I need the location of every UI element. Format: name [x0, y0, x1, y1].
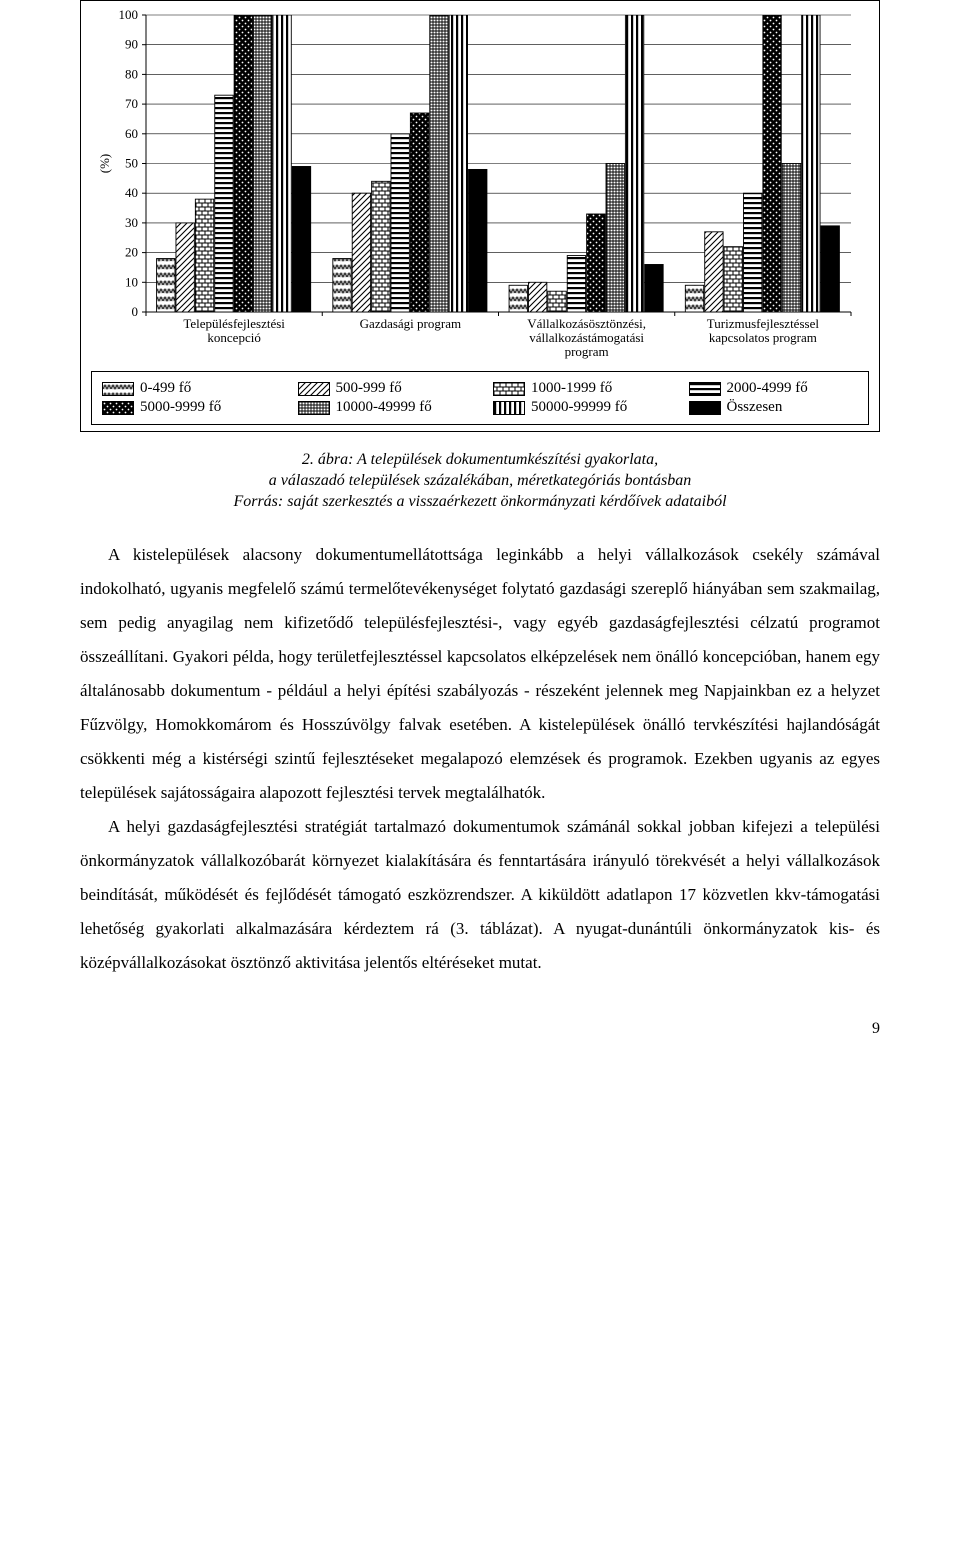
legend-swatch	[298, 401, 330, 415]
chart-legend: 0-499 fő 500-999 fő 1000-1999 fő 2000-4999 …	[91, 371, 869, 425]
legend-label: 1000-1999 fő	[531, 380, 612, 397]
legend-item: 1000-1999 fő	[493, 380, 663, 397]
legend-swatch	[102, 401, 134, 415]
svg-text:vállalkozástámogatási: vállalkozástámogatási	[529, 330, 644, 345]
svg-text:30: 30	[125, 215, 138, 230]
legend-label: 0-499 fő	[140, 380, 191, 397]
legend-swatch	[102, 382, 134, 396]
svg-text:90: 90	[125, 37, 138, 52]
legend-label: 50000-99999 fő	[531, 399, 627, 416]
svg-text:kapcsolatos program: kapcsolatos program	[709, 330, 817, 345]
svg-text:20: 20	[125, 245, 138, 260]
svg-text:Településfejlesztési: Településfejlesztési	[183, 316, 285, 331]
caption-line3: Forrás: saját szerkesztés a visszaérkeze…	[233, 493, 726, 510]
svg-text:50: 50	[125, 156, 138, 171]
legend-item: 10000-49999 fő	[298, 399, 468, 416]
svg-text:100: 100	[119, 7, 139, 22]
legend-item: Összesen	[689, 399, 859, 416]
caption-lead: 2. ábra:	[302, 451, 354, 468]
svg-text:10: 10	[125, 274, 138, 289]
grouped-bar-chart: 0 10 20 30 40 50 60 70 80 90 100 (%) Településfejles…	[91, 7, 861, 367]
paragraph: A kistelepülések alacsony dokumentumellá…	[80, 538, 880, 810]
legend-swatch	[298, 382, 330, 396]
legend-label: Összesen	[727, 399, 783, 416]
page-number: 9	[80, 1020, 880, 1038]
legend-label: 2000-4999 fő	[727, 380, 808, 397]
legend-swatch	[689, 382, 721, 396]
legend-swatch	[493, 382, 525, 396]
legend-item: 2000-4999 fő	[689, 380, 859, 397]
figure-caption: 2. ábra: A települések dokumentumkészíté…	[80, 450, 880, 512]
body-text: A kistelepülések alacsony dokumentumellá…	[80, 538, 880, 980]
svg-text:Turizmusfejlesztéssel: Turizmusfejlesztéssel	[707, 316, 820, 331]
svg-text:Gazdasági program: Gazdasági program	[360, 316, 461, 331]
paragraph: A helyi gazdaságfejlesztési stratégiát t…	[80, 810, 880, 980]
svg-text:(%): (%)	[97, 154, 112, 174]
legend-item: 5000-9999 fő	[102, 399, 272, 416]
svg-text:0: 0	[132, 304, 139, 319]
chart-container: 0 10 20 30 40 50 60 70 80 90 100 (%) Településfejles…	[80, 0, 880, 432]
svg-text:Vállalkozásösztönzési,: Vállalkozásösztönzési,	[527, 316, 646, 331]
legend-label: 5000-9999 fő	[140, 399, 221, 416]
legend-label: 10000-49999 fő	[336, 399, 432, 416]
legend-swatch	[493, 401, 525, 415]
svg-text:60: 60	[125, 126, 138, 141]
legend-item: 0-499 fő	[102, 380, 272, 397]
legend-swatch	[689, 401, 721, 415]
svg-text:40: 40	[125, 185, 138, 200]
legend-label: 500-999 fő	[336, 380, 402, 397]
svg-text:80: 80	[125, 66, 138, 81]
caption-line1: A települések dokumentumkészítési gyakor…	[353, 451, 658, 468]
svg-text:program: program	[565, 344, 609, 359]
legend-item: 50000-99999 fő	[493, 399, 663, 416]
legend-item: 500-999 fő	[298, 380, 468, 397]
svg-text:koncepció: koncepció	[207, 330, 260, 345]
svg-text:70: 70	[125, 96, 138, 111]
caption-line2: a válaszadó települések százalékában, mé…	[269, 472, 691, 489]
